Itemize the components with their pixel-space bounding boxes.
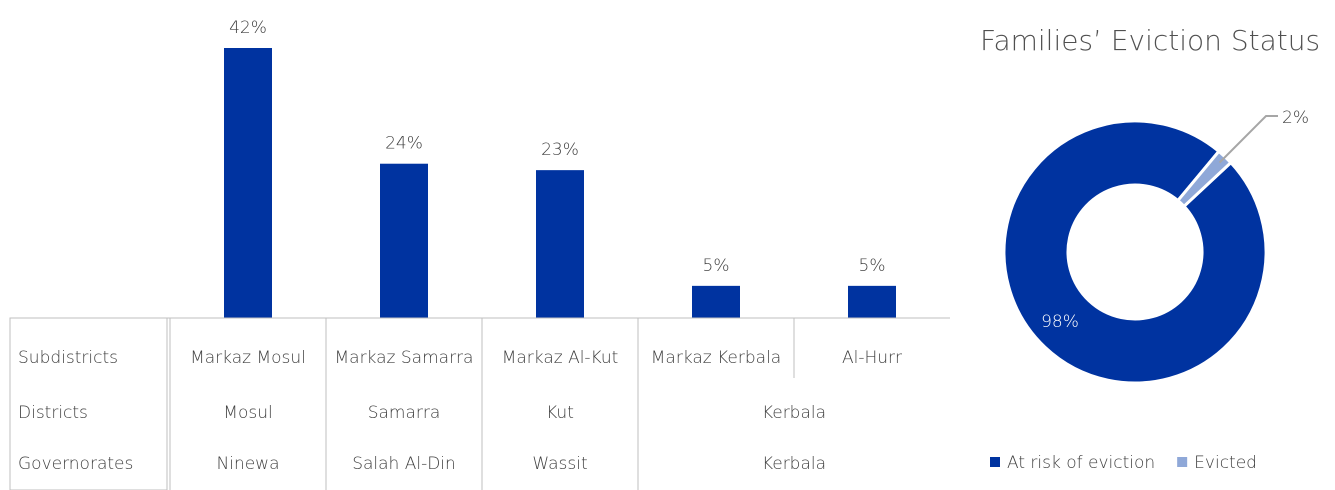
leader-line — [1218, 115, 1278, 164]
donut-slice — [1175, 149, 1233, 209]
data-label: 42% — [229, 18, 267, 38]
row-header: Districts — [18, 403, 88, 423]
chart-title: Families’ Eviction Status — [980, 24, 1320, 57]
governorates-label: Ninewa — [217, 454, 280, 474]
row-header: Subdistricts — [18, 348, 118, 368]
districts-label: Kut — [546, 403, 574, 423]
governorates-label: Kerbala — [762, 454, 826, 474]
categories-label: Markaz Al-Kut — [502, 348, 619, 368]
row-header: Governorates — [18, 454, 133, 474]
districts-label: Samarra — [368, 403, 441, 423]
legend-swatch — [1177, 457, 1188, 467]
legend-label: Evicted — [1194, 453, 1257, 473]
districts-label: Kerbala — [762, 403, 826, 423]
data-label: 24% — [385, 134, 423, 154]
data-label: 5% — [859, 256, 886, 276]
data-label: 2% — [1282, 108, 1309, 128]
bar — [536, 170, 584, 318]
categories-label: Markaz Mosul — [190, 348, 306, 368]
bar — [224, 48, 272, 318]
bar — [380, 163, 428, 318]
districts-label: Mosul — [223, 403, 272, 423]
donut-slice — [1002, 119, 1268, 385]
categories-label: Markaz Kerbala — [651, 348, 781, 368]
legend-swatch — [990, 457, 1000, 467]
data-label: 23% — [541, 140, 579, 160]
data-label: 5% — [703, 256, 730, 276]
governorates-label: Salah Al-Din — [352, 454, 456, 474]
categories-label: Al-Hurr — [842, 348, 902, 368]
categories-label: Markaz Samarra — [335, 348, 474, 368]
bar — [692, 285, 740, 318]
row-header-box — [9, 317, 168, 490]
bar — [848, 285, 896, 318]
governorates-label: Wassit — [532, 454, 587, 474]
legend-label: At risk of eviction — [1007, 453, 1155, 473]
data-label: 98% — [1041, 312, 1079, 332]
